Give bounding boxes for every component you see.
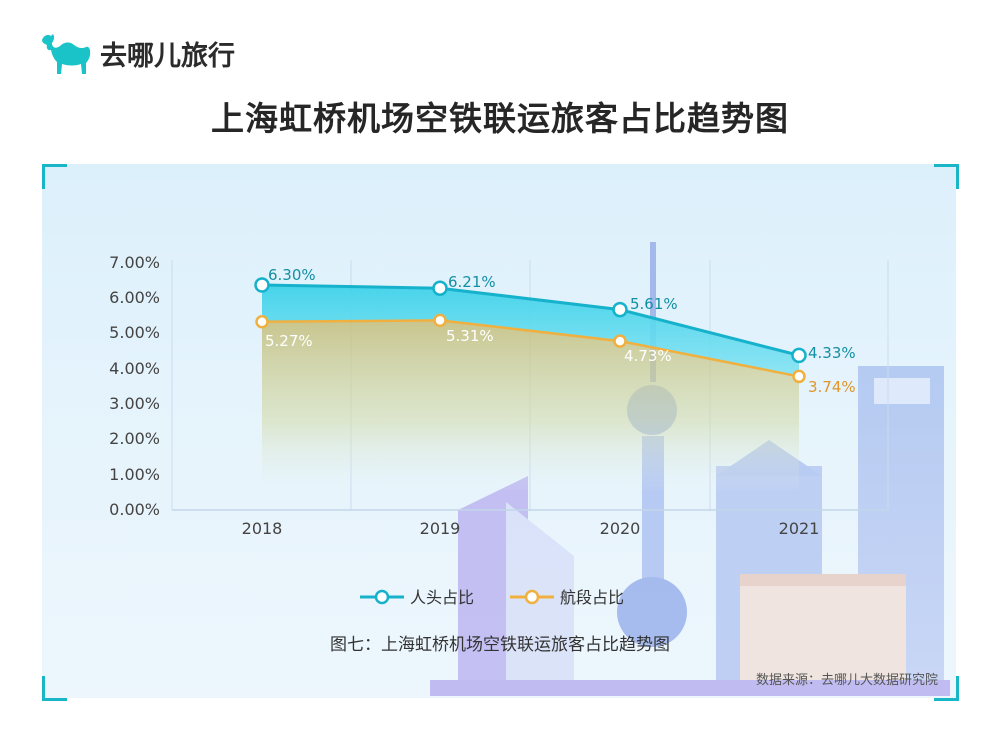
x-tick-label: 2020 xyxy=(600,519,641,538)
value-labels-ren-tou: 6.30% 6.21% 5.61% 4.33% xyxy=(268,266,856,362)
data-source: 数据来源：去哪儿大数据研究院 xyxy=(755,673,938,688)
brand-name: 去哪儿旅行 xyxy=(100,40,235,72)
y-tick-label: 2.00% xyxy=(109,429,160,448)
skyline-illustration xyxy=(430,242,950,696)
y-tick-label: 7.00% xyxy=(109,253,160,272)
data-label: 3.74% xyxy=(808,378,856,396)
point-ren-tou xyxy=(254,277,270,293)
data-label: 4.73% xyxy=(624,347,672,365)
point-ren-tou xyxy=(612,301,628,318)
point-hang-duan xyxy=(433,313,447,328)
legend-marker-ren-tou xyxy=(374,589,390,605)
x-tick-label: 2018 xyxy=(242,519,283,538)
y-axis-ticks: 0.00% 1.00% 2.00% 3.00% 4.00% 5.00% 6.00… xyxy=(109,253,160,519)
y-tick-label: 0.00% xyxy=(109,500,160,519)
series-area-hang-duan xyxy=(262,320,799,490)
value-labels-hang-duan: 5.27% 5.31% 4.73% 3.74% xyxy=(265,327,856,396)
chart-legend: 人头占比 航段占比 xyxy=(360,588,624,607)
point-hang-duan xyxy=(613,334,627,348)
corner-bracket xyxy=(42,164,67,189)
x-tick-label: 2021 xyxy=(779,519,820,538)
data-label: 6.30% xyxy=(268,266,316,284)
data-label: 4.33% xyxy=(808,344,856,362)
legend-marker-hang-duan xyxy=(524,589,540,605)
camel-icon xyxy=(42,34,91,74)
legend-label: 人头占比 xyxy=(410,588,474,607)
corner-bracket xyxy=(934,676,959,701)
point-ren-tou xyxy=(791,347,807,364)
y-tick-label: 5.00% xyxy=(109,323,160,342)
y-tick-label: 6.00% xyxy=(109,288,160,307)
x-tick-label: 2019 xyxy=(420,519,461,538)
data-label: 6.21% xyxy=(448,273,496,291)
y-tick-label: 1.00% xyxy=(109,465,160,484)
point-hang-duan xyxy=(792,369,806,384)
corner-bracket xyxy=(934,164,959,189)
data-label: 5.31% xyxy=(446,327,494,345)
page-title: 上海虹桥机场空铁联运旅客占比趋势图 xyxy=(211,99,789,138)
figure-caption: 图七：上海虹桥机场空铁联运旅客占比趋势图 xyxy=(330,635,670,655)
x-axis-ticks: 2018 2019 2020 2021 xyxy=(242,519,820,538)
series-line-ren-tou xyxy=(261,283,800,357)
point-hang-duan xyxy=(255,315,269,329)
y-tick-label: 4.00% xyxy=(109,359,160,378)
corner-bracket xyxy=(42,676,67,701)
series-line-hang-duan xyxy=(261,319,800,378)
legend-label: 航段占比 xyxy=(560,588,624,607)
data-label: 5.27% xyxy=(265,332,313,350)
point-ren-tou xyxy=(432,280,448,296)
data-points xyxy=(254,277,807,384)
data-label: 5.61% xyxy=(630,295,678,313)
brand-logo: 去哪儿旅行 xyxy=(40,30,235,76)
y-tick-label: 3.00% xyxy=(109,394,160,413)
